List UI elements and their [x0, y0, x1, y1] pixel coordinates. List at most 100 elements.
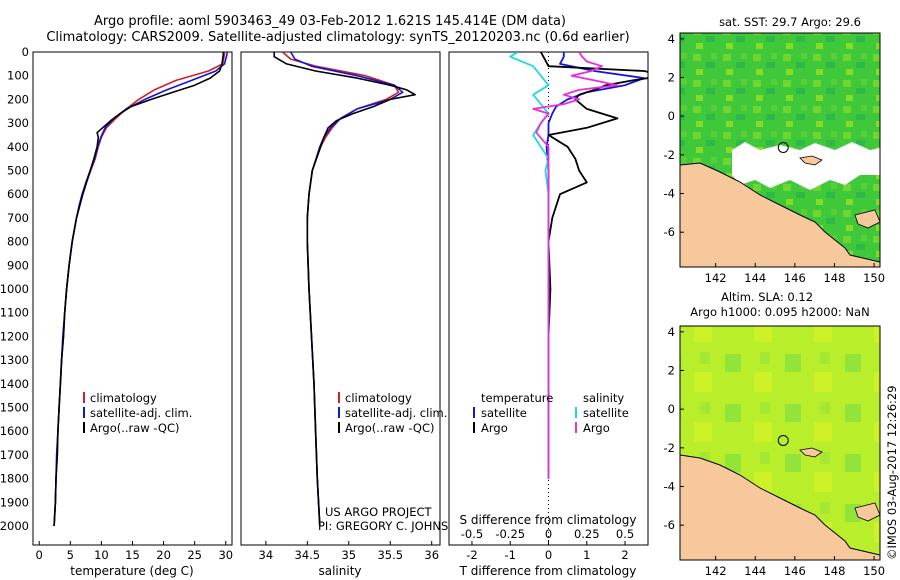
depth-tick-label: 0 — [22, 45, 29, 59]
legend-climatology: climatology — [90, 391, 157, 405]
map-y-tick-label: 0 — [668, 109, 675, 123]
map-y-tick-label: 2 — [668, 363, 675, 377]
depth-tick-label: 1900 — [0, 495, 29, 509]
legend-swatch-s-satellite — [575, 407, 577, 418]
salinity-difference-ticks: -0.5 -0.25 0 0.25 0.5 — [461, 527, 634, 541]
legend-swatch-satellite — [338, 407, 340, 418]
legend-swatch-climatology — [338, 392, 340, 403]
map-x-tick-label: 144 — [744, 271, 766, 285]
salinity-x-ticks: 34 34.5 35 35.5 36 — [259, 541, 439, 562]
depth-tick-label: 1400 — [0, 377, 29, 391]
map-x-tick-label: 148 — [823, 564, 845, 578]
map-y-tick-label: 4 — [668, 325, 675, 339]
legend-swatch-s-argo — [575, 422, 577, 433]
x-tick-label: 34.5 — [295, 548, 321, 562]
difference-legend: temperature salinity satellite Argo sate… — [473, 391, 629, 435]
map-y-tick-label: 4 — [668, 32, 675, 46]
x-tick-label: 20 — [156, 548, 171, 562]
legend-argo: Argo(..raw -QC) — [345, 421, 435, 435]
legend-salinity-title: salinity — [583, 391, 624, 405]
sla-map-frame — [679, 325, 881, 561]
sla-land-new-britain — [854, 502, 880, 522]
x-tick-label: 0 — [36, 548, 43, 562]
x-tick-label: 34 — [259, 548, 274, 562]
x-tick-label: 35 — [341, 548, 356, 562]
depth-tick-label: 700 — [7, 211, 29, 225]
map-x-tick-label: 146 — [784, 564, 806, 578]
x-tick-label: 25 — [187, 548, 202, 562]
legend-temperature-title: temperature — [481, 391, 553, 405]
legend-t-satellite: satellite — [481, 406, 527, 420]
x-tick-label: 35.5 — [377, 548, 403, 562]
sla-map-ticks: 142 144 146 148 150 4 2 0 -2 -4 -6 — [664, 325, 886, 578]
sst-land-island — [799, 155, 823, 166]
map-x-tick-label: 142 — [705, 564, 727, 578]
sla-land-island — [799, 447, 823, 458]
map-x-tick-label: 150 — [863, 271, 885, 285]
depth-tick-label: 1800 — [0, 472, 29, 486]
temperature-panel: 0 5 10 15 20 25 30 temperature (deg C) climato… — [32, 51, 233, 578]
legend-satellite: satellite-adj. clim. — [345, 406, 447, 420]
temperature-lines — [53, 52, 228, 527]
series-line-argo-raw-qc- — [273, 52, 416, 527]
salinity-axis-label: salinity — [318, 564, 361, 578]
s-tick-label: 0.5 — [616, 527, 634, 541]
legend-swatch-climatology — [83, 392, 85, 403]
depth-tick-label: 1700 — [0, 448, 29, 462]
temperature-x-ticks: 0 5 10 15 20 25 30 — [36, 541, 233, 562]
salinity-panel: 34 34.5 35 35.5 36 salinity climatology sate… — [240, 51, 466, 578]
depth-tick-label: 800 — [7, 235, 29, 249]
sla-land-new-guinea — [680, 454, 880, 560]
difference-lines — [509, 52, 648, 479]
project-annotation: US ARGO PROJECT — [325, 505, 433, 519]
x-tick-label: 1 — [583, 548, 590, 562]
legend-swatch-t-satellite — [473, 407, 475, 418]
s-tick-label: 0 — [545, 527, 552, 541]
depth-tick-label: 1300 — [0, 353, 29, 367]
legend-satellite: satellite-adj. clim. — [90, 406, 192, 420]
salinity-plot-frame — [240, 51, 441, 546]
legend-argo: Argo(..raw -QC) — [90, 421, 180, 435]
x-tick-label: 10 — [94, 548, 109, 562]
figure-title-line1: Argo profile: aoml 5903463_49 03-Feb-201… — [94, 14, 566, 29]
sst-land-new-guinea — [680, 162, 880, 267]
series-line-s-argo — [532, 52, 619, 479]
map-y-tick-label: -2 — [664, 148, 675, 162]
difference-x-ticks: -2 -1 0 1 2 — [466, 541, 629, 562]
sst-map-title: sat. SST: 29.7 Argo: 29.6 — [719, 15, 861, 29]
map-x-tick-label: 146 — [784, 271, 806, 285]
x-tick-label: -1 — [504, 548, 515, 562]
difference-panel: -2 -1 0 1 2 -0.5 -0.25 0 0.25 0.5 T difference f… — [448, 51, 649, 578]
series-line-argo-raw-qc- — [53, 52, 225, 527]
salinity-legend: climatology satellite-adj. clim. Argo(..… — [338, 391, 447, 435]
t-difference-axis-label: T difference from climatology — [459, 564, 637, 578]
depth-tick-label: 1100 — [0, 306, 29, 320]
depth-tick-label: 2000 — [0, 519, 29, 533]
depth-tick-label: 500 — [7, 164, 29, 178]
temperature-legend: climatology satellite-adj. clim. Argo(..… — [83, 391, 192, 435]
map-y-tick-label: -6 — [664, 518, 675, 532]
map-y-tick-label: 0 — [668, 402, 675, 416]
map-y-tick-label: -4 — [664, 480, 675, 494]
temperature-plot-frame — [32, 51, 233, 546]
map-x-tick-label: 144 — [744, 564, 766, 578]
sst-argo-position-marker — [777, 142, 789, 154]
sla-map-title-line1: Altim. SLA: 0.12 — [721, 290, 813, 304]
depth-tick-label: 400 — [7, 140, 29, 154]
depth-axis: 0 100 200 300 400 500 600 700 800 900 1000 1100 1200… — [0, 45, 453, 533]
map-y-tick-label: -2 — [664, 441, 675, 455]
x-tick-label: 15 — [125, 548, 140, 562]
legend-swatch-satellite — [83, 407, 85, 418]
legend-s-argo: Argo — [583, 421, 610, 435]
imos-credit: ©IMOS 03-Aug-2017 12:26:29 — [885, 385, 899, 560]
s-tick-label: 0.25 — [574, 527, 600, 541]
salinity-lines — [273, 52, 416, 527]
legend-s-satellite: satellite — [583, 406, 629, 420]
depth-tick-label: 1600 — [0, 424, 29, 438]
map-x-tick-label: 150 — [863, 564, 885, 578]
x-tick-label: 2 — [621, 548, 628, 562]
depth-tick-label: 100 — [7, 69, 29, 83]
map-x-tick-label: 142 — [705, 271, 727, 285]
legend-swatch-argo — [83, 422, 85, 433]
